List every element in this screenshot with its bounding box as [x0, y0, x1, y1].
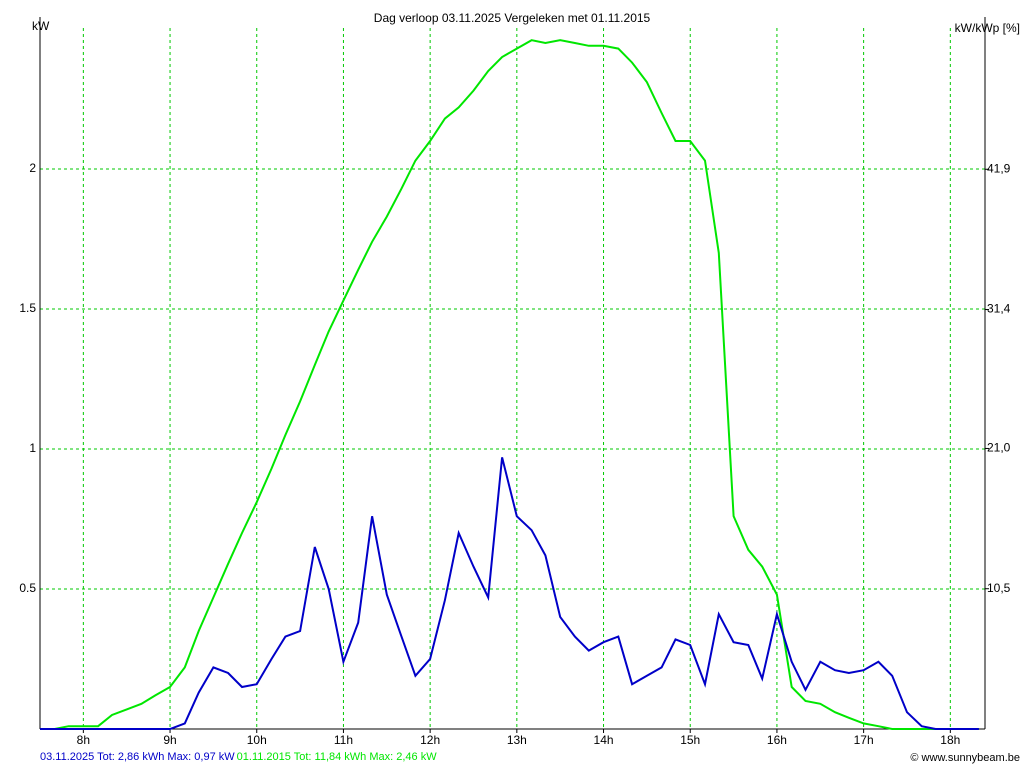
y2-axis-label: kW/kWp [%] — [955, 21, 1020, 35]
y-tick-label: 1.5 — [19, 301, 36, 315]
y2-tick-label: 31,4 — [987, 302, 1011, 316]
series-line — [40, 457, 979, 730]
y-axis-label: kW — [32, 19, 50, 33]
y-tick-label: 0.5 — [19, 581, 36, 595]
x-tick-label: 9h — [163, 733, 176, 747]
y2-tick-label: 21,0 — [987, 441, 1011, 455]
y-tick-label: 1 — [29, 441, 36, 455]
y2-tick-label: 41,9 — [987, 161, 1011, 175]
y-tick-label: 2 — [29, 161, 36, 175]
x-tick-label: 17h — [854, 733, 874, 747]
chart-title: Dag verloop 03.11.2025 Vergeleken met 01… — [374, 11, 651, 25]
x-tick-label: 11h — [334, 733, 353, 747]
x-tick-label: 8h — [77, 733, 90, 747]
legend-entry: 03.11.2025 Tot: 2,86 kWh Max: 0,97 kW — [40, 751, 235, 763]
x-tick-label: 18h — [940, 733, 960, 747]
x-tick-label: 14h — [594, 733, 614, 747]
credit: © www.sunnybeam.be — [910, 752, 1020, 764]
x-tick-label: 15h — [680, 733, 700, 747]
x-tick-label: 13h — [507, 733, 527, 747]
legend-entry: 01.11.2015 Tot: 11,84 kWh Max: 2,46 kW — [237, 751, 438, 763]
x-tick-label: 12h — [420, 733, 440, 747]
y2-tick-label: 10,5 — [987, 581, 1011, 595]
x-tick-label: 16h — [767, 733, 787, 747]
series-line — [40, 39, 979, 730]
x-tick-label: 10h — [247, 733, 267, 747]
